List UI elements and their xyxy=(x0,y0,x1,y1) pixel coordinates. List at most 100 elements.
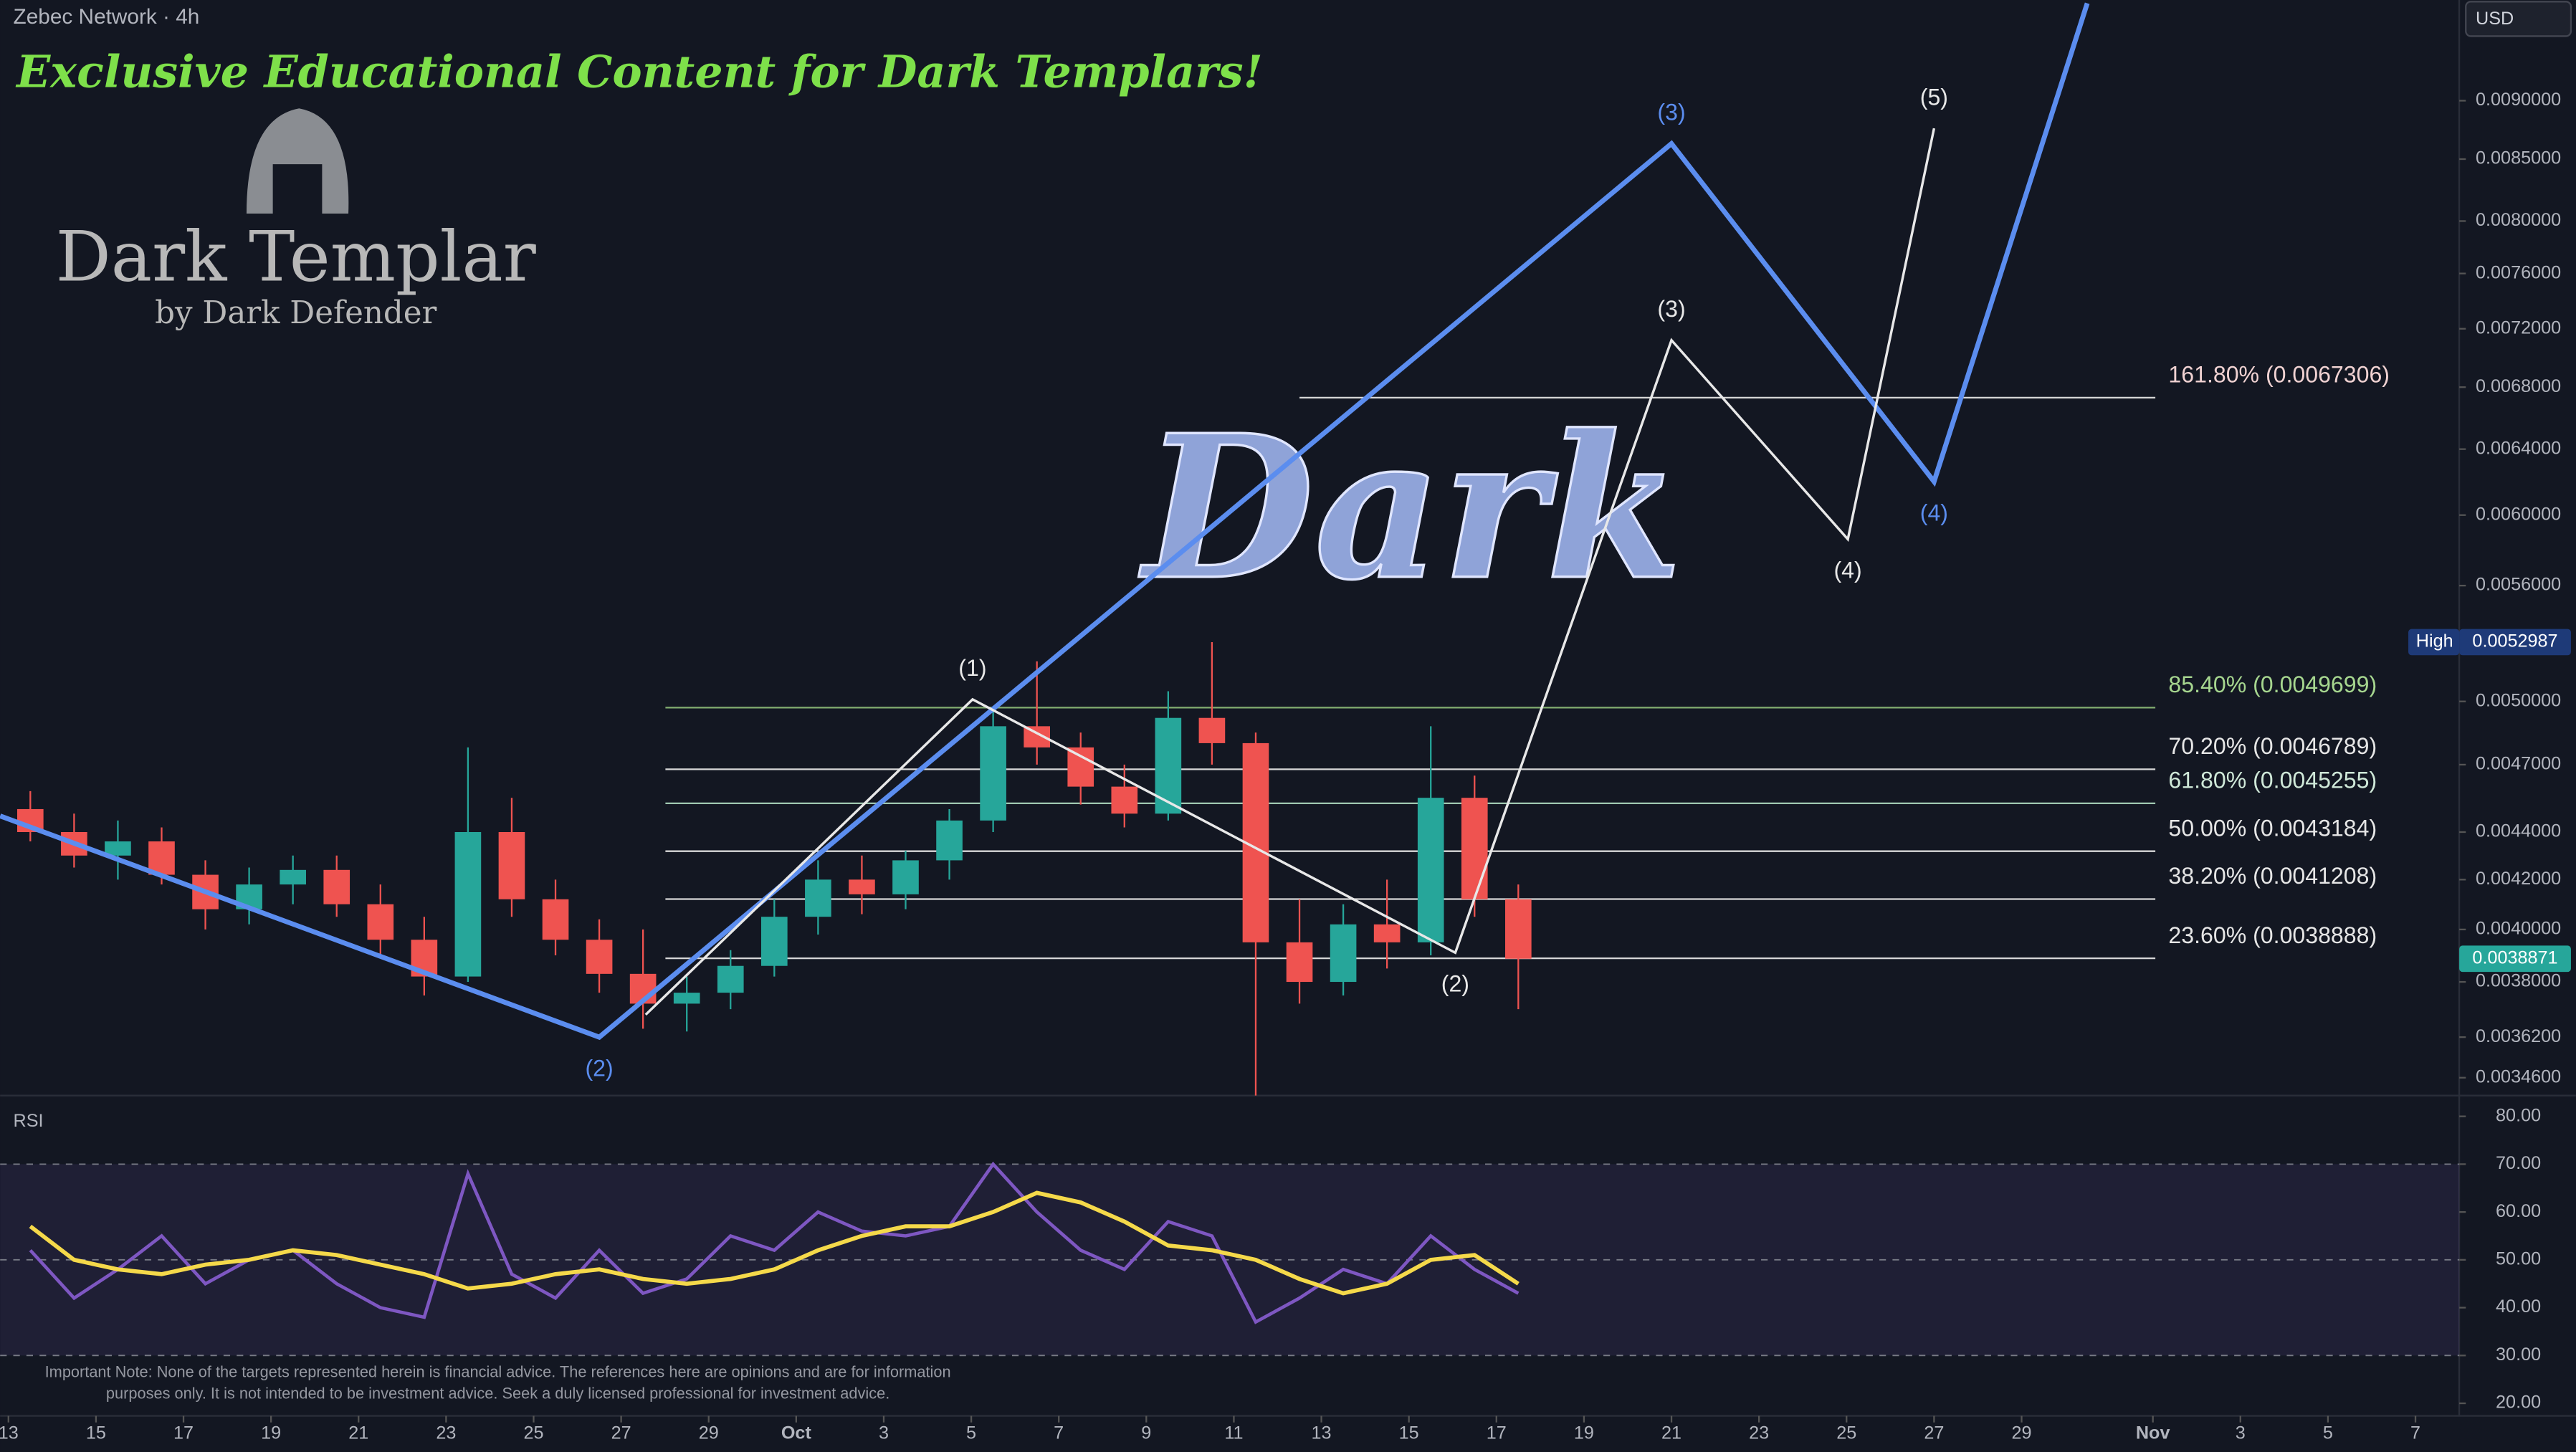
fib-label: 50.00% (0.0043184) xyxy=(2168,815,2377,841)
wave-line xyxy=(0,2,2090,1041)
x-tick-label: 23 xyxy=(1749,1423,1769,1443)
wave-line xyxy=(644,128,1936,1016)
watermark: Dark xyxy=(1137,392,1683,624)
candle-body xyxy=(1461,798,1488,899)
x-tick-label: 3 xyxy=(879,1423,889,1443)
candle-body xyxy=(1417,798,1444,942)
candle-body xyxy=(280,869,306,885)
x-tick-label: 21 xyxy=(1661,1423,1681,1443)
badge-tag xyxy=(2408,629,2460,656)
wave-label: (1) xyxy=(958,655,986,681)
price-badge xyxy=(2459,945,2571,973)
y-tick-label: 0.0036200 xyxy=(2476,1026,2561,1046)
candle-body xyxy=(805,879,831,917)
candle-body xyxy=(1330,924,1357,983)
wave-label: (5) xyxy=(1920,84,1948,110)
candle-body xyxy=(1198,717,1226,743)
candle-body xyxy=(105,841,131,856)
currency-select[interactable] xyxy=(2465,1,2572,37)
x-tick-label: 9 xyxy=(1141,1423,1151,1443)
price-badge-label: 0.0038871 xyxy=(2472,947,2557,968)
y-tick-label: 20.00 xyxy=(2496,1393,2541,1413)
rsi-line xyxy=(29,1190,1520,1296)
wave-label: (2) xyxy=(585,1055,613,1081)
x-tick-label: 5 xyxy=(966,1423,976,1443)
y-tick-label: 0.0056000 xyxy=(2476,575,2561,595)
rsi-title: RSI xyxy=(14,1111,44,1131)
wave-label: (3) xyxy=(1657,100,1685,125)
x-tick-label: 11 xyxy=(1224,1423,1243,1443)
wave-label: (4) xyxy=(1920,500,1948,525)
wave-label: (2) xyxy=(1441,971,1469,997)
x-tick-label: 29 xyxy=(699,1423,719,1443)
x-tick-label: Oct xyxy=(781,1423,812,1443)
badge-tag-label: High xyxy=(2416,631,2453,651)
x-tick-label: 27 xyxy=(611,1423,631,1443)
candle-body xyxy=(849,879,875,894)
candle-body xyxy=(717,965,744,993)
fib-label: 23.60% (0.0038888) xyxy=(2168,922,2377,948)
x-tick-label: 17 xyxy=(1487,1423,1507,1443)
x-tick-label: 23 xyxy=(436,1423,456,1443)
fib-label: 161.80% (0.0067306) xyxy=(2168,362,2390,388)
y-tick-label: 80.00 xyxy=(2496,1105,2541,1125)
candle-body xyxy=(936,820,963,861)
candle-body xyxy=(1373,924,1401,942)
candle-body xyxy=(1111,786,1138,814)
price-badge xyxy=(2459,629,2571,656)
candle-body xyxy=(1286,942,1313,983)
candle-body xyxy=(367,904,394,940)
candle-body xyxy=(980,726,1006,821)
y-tick-label: 0.0085000 xyxy=(2476,148,2561,168)
candle-body xyxy=(1155,717,1182,814)
currency-label[interactable]: USD xyxy=(2476,9,2514,29)
candle-body xyxy=(586,940,613,974)
candle-body xyxy=(1505,899,1532,959)
candle-body xyxy=(498,831,525,899)
y-tick-label: 0.0076000 xyxy=(2476,262,2561,282)
disclaimer: Important Note: None of the targets repr… xyxy=(45,1363,951,1381)
fib-label: 85.40% (0.0049699) xyxy=(2168,672,2377,697)
logo-title: Dark Templar xyxy=(56,217,537,297)
x-tick-label: 29 xyxy=(2011,1423,2031,1443)
y-tick-label: 70.00 xyxy=(2496,1153,2541,1173)
y-tick-label: 0.0050000 xyxy=(2476,690,2561,710)
candle-body xyxy=(673,993,700,1004)
x-tick-label: 19 xyxy=(261,1423,281,1443)
y-tick-label: 0.0047000 xyxy=(2476,754,2561,774)
y-tick-label: 0.0068000 xyxy=(2476,376,2561,396)
disclaimer: purposes only. It is not intended to be … xyxy=(106,1385,889,1403)
candle-body xyxy=(323,869,350,904)
x-tick-label: Nov xyxy=(2136,1423,2170,1443)
fib-label: 61.80% (0.0045255) xyxy=(2168,768,2377,793)
y-tick-label: 0.0034600 xyxy=(2476,1066,2561,1086)
x-tick-label: 3 xyxy=(2236,1423,2246,1443)
y-tick-label: 0.0064000 xyxy=(2476,438,2561,458)
y-tick-label: 0.0060000 xyxy=(2476,504,2561,524)
candle-body xyxy=(542,899,569,940)
logo-subtitle: by Dark Defender xyxy=(155,295,437,331)
y-tick-label: 0.0090000 xyxy=(2476,90,2561,110)
x-tick-label: 25 xyxy=(1836,1423,1856,1443)
y-tick-label: 0.0042000 xyxy=(2476,869,2561,889)
y-tick-label: 0.0072000 xyxy=(2476,317,2561,338)
y-tick-label: 40.00 xyxy=(2496,1296,2541,1317)
y-tick-label: 50.00 xyxy=(2496,1249,2541,1269)
x-tick-label: 15 xyxy=(86,1423,106,1443)
x-tick-label: 15 xyxy=(1399,1423,1419,1443)
candle-body xyxy=(892,860,919,894)
y-tick-label: 30.00 xyxy=(2496,1344,2541,1365)
y-tick-label: 0.0044000 xyxy=(2476,821,2561,841)
wave-label: (3) xyxy=(1657,296,1685,322)
x-tick-label: 19 xyxy=(1574,1423,1594,1443)
wave-label: (4) xyxy=(1833,558,1861,583)
candle-body xyxy=(148,841,175,875)
x-tick-label: 7 xyxy=(1054,1423,1064,1443)
candle-body xyxy=(1067,747,1094,787)
y-tick-label: 0.0038000 xyxy=(2476,971,2561,991)
x-tick-label: 25 xyxy=(523,1423,543,1443)
x-tick-label: 21 xyxy=(348,1423,368,1443)
x-tick-label: 13 xyxy=(0,1423,19,1443)
helmet-icon xyxy=(246,108,349,214)
